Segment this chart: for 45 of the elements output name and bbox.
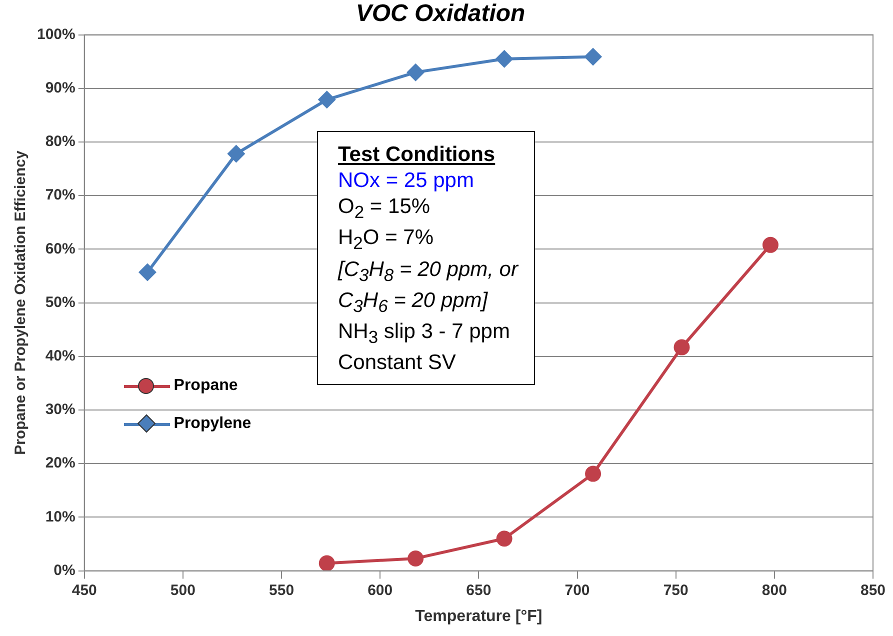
y-tick-label: 70%: [45, 186, 76, 204]
x-tick-label: 750: [663, 582, 688, 599]
x-tick-label: 600: [368, 582, 393, 599]
x-tick-label: 550: [269, 582, 294, 599]
point: [762, 236, 778, 253]
point: [318, 555, 335, 571]
y-tick-label: 40%: [45, 348, 76, 365]
y-tick-label: 10%: [45, 508, 76, 526]
annotation: C$_{3}$H$_{6}$ = 20 ppm]: [338, 288, 489, 318]
annotation: NH$_{3}$ slip 3 - 7 ppm: [338, 319, 511, 350]
annotation: Constant SV: [338, 350, 457, 376]
point: [406, 63, 425, 82]
point: [496, 530, 512, 547]
x-tick-label: 700: [564, 582, 590, 599]
point: [227, 144, 246, 163]
y-tick-label: 0%: [54, 562, 76, 579]
point: [585, 466, 602, 482]
annotation: H$_{2}$O = 7%: [338, 225, 435, 256]
point: [495, 50, 514, 68]
y-tick-label: 80%: [45, 133, 76, 150]
x-tick-label: 850: [860, 582, 886, 599]
x-tick-label: 450: [72, 582, 97, 599]
y-tick-label: 30%: [45, 401, 76, 418]
y-tick-label: 60%: [45, 240, 76, 258]
x-tick-label: 800: [762, 582, 787, 599]
annotation: NOx = 25 ppm: [338, 168, 475, 194]
point: [674, 339, 690, 356]
y-tick-label: 100%: [36, 26, 76, 43]
point: [408, 550, 424, 566]
annotation: O$_{2}$ = 15%: [338, 194, 432, 224]
y-tick-label: 50%: [45, 294, 76, 311]
y-tick-label: 90%: [45, 80, 76, 97]
legend-label: Propylene: [174, 415, 252, 434]
x-tick-label: 500: [170, 582, 196, 599]
x-axis-title: Temperature [°F]: [415, 608, 542, 625]
point: [318, 90, 336, 109]
y-axis-title: Propane or Propylene Oxidation Efficiency: [12, 150, 30, 455]
point: [138, 263, 156, 282]
chart-title: VOC Oxidation: [356, 0, 526, 28]
legend-label: Propane: [174, 377, 238, 396]
annotation: Test Conditions: [338, 142, 496, 168]
x-tick-label: 650: [466, 582, 492, 599]
annotation: [C$_{3}$H$_{8}$ = 20 ppm, or: [338, 256, 518, 287]
y-tick-label: 20%: [45, 454, 76, 472]
point: [584, 48, 602, 66]
